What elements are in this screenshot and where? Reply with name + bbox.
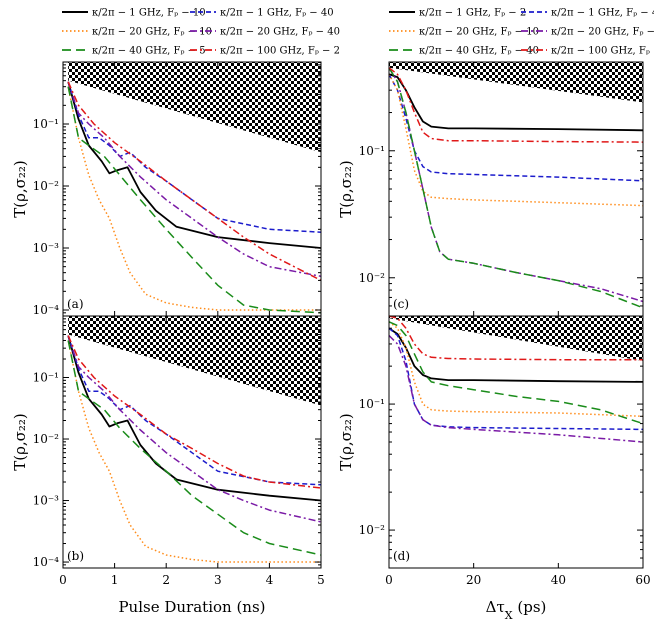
x-tick-label-b: 2 bbox=[162, 573, 170, 587]
panel-label-a: (a) bbox=[67, 297, 84, 311]
series-line-c-6 bbox=[388, 67, 644, 143]
legend-entry-legend-right-1: κ/2π − 1 GHz, Fₚ − 2 bbox=[419, 8, 526, 19]
series-line-b-2 bbox=[67, 335, 322, 486]
y-tick-label-a: 10⁻³ bbox=[33, 241, 60, 255]
legend-entry-legend-left-3: κ/2π − 20 GHz, Fₚ − 10 bbox=[92, 27, 212, 38]
excluded-region-a bbox=[68, 62, 321, 153]
excluded-region-b bbox=[68, 316, 321, 406]
series-line-d-6 bbox=[388, 315, 643, 361]
y-tick-label-b: 10⁻³ bbox=[33, 494, 60, 508]
x-tick-label-d: 40 bbox=[551, 573, 566, 587]
x-tick-label-b: 1 bbox=[111, 573, 119, 587]
x-tick-label-d: 60 bbox=[635, 573, 650, 587]
panel-b: 0 1 2 3 4 5 10⁻⁴ 10⁻³ 10⁻² 10⁻¹ T(ρ,σ₂₂) (b) bbox=[11, 315, 325, 587]
series-line-d-1 bbox=[388, 327, 644, 383]
y-axis-title-c: T(ρ,σ₂₂) bbox=[337, 160, 355, 218]
x-tick-label-b: 0 bbox=[59, 573, 67, 587]
y-tick-label-a: 10⁻⁴ bbox=[33, 303, 60, 317]
y-tick-label-a: 10⁻¹ bbox=[33, 117, 59, 131]
legend-left: κ/2π − 1 GHz, Fₚ − 10 κ/2π − 1 GHz, Fₚ − … bbox=[62, 8, 340, 57]
y-tick-label-c: 10⁻² bbox=[359, 271, 386, 285]
excluded-region-c bbox=[389, 62, 643, 103]
y-axis-title-d: T(ρ,σ₂₂) bbox=[337, 413, 355, 471]
series-line-a-5 bbox=[67, 86, 322, 314]
series-line-a-4 bbox=[67, 81, 322, 278]
series-line-c-4 bbox=[388, 67, 644, 303]
y-axis-title-b: T(ρ,σ₂₂) bbox=[11, 413, 29, 471]
series-line-d-2 bbox=[388, 327, 644, 431]
y-tick-label-a: 10⁻² bbox=[33, 179, 60, 193]
legend-entry-legend-right-6: κ/2π − 100 GHz, Fₚ − 2 bbox=[551, 46, 654, 57]
x-tick-label-d: 20 bbox=[466, 573, 481, 587]
x-axis-title-right: ΔτX (ps) bbox=[486, 598, 547, 622]
series-line-b-6 bbox=[67, 335, 322, 489]
plot-frame-c bbox=[388, 61, 644, 317]
legend-entry-legend-right-4: κ/2π − 20 GHz, Fₚ − 40 bbox=[551, 27, 654, 38]
y-tick-label-d: 10⁻² bbox=[359, 523, 386, 537]
x-tick-label-b: 5 bbox=[317, 573, 325, 587]
panel-a: 10⁻⁴ 10⁻³ 10⁻² 10⁻¹ T(ρ,σ₂₂) (a) bbox=[11, 61, 322, 317]
series-line-c-5 bbox=[388, 67, 644, 309]
panel-d: 0 20 40 60 10⁻² 10⁻¹ T(ρ,σ₂₂) (d) bbox=[337, 315, 651, 587]
panel-label-c: (c) bbox=[393, 297, 409, 311]
series-line-b-5 bbox=[67, 340, 322, 556]
panel-label-d: (d) bbox=[393, 549, 410, 563]
series-line-a-6 bbox=[67, 81, 322, 282]
legend-entry-legend-left-6: κ/2π − 100 GHz, Fₚ − 2 bbox=[220, 46, 340, 57]
legend-entry-legend-right-2: κ/2π − 1 GHz, Fₚ − 40 bbox=[551, 8, 654, 19]
series-line-c-2 bbox=[388, 73, 644, 182]
legend-right: κ/2π − 1 GHz, Fₚ − 2 κ/2π − 1 GHz, Fₚ − 4… bbox=[389, 8, 654, 57]
y-tick-label-c: 10⁻¹ bbox=[359, 144, 385, 158]
x-tick-label-b: 3 bbox=[214, 573, 222, 587]
legend-entry-legend-right-5: κ/2π − 40 GHz, Fₚ − 40 bbox=[419, 46, 539, 57]
legend-entry-legend-right-3: κ/2π − 20 GHz, Fₚ − 10 bbox=[419, 27, 539, 38]
legend-entry-legend-left-5: κ/2π − 40 GHz, Fₚ − 5 bbox=[92, 46, 206, 57]
chart-panels: 10⁻⁴10⁻³10⁻²10⁻¹T(ρ,σ₂₂)(a)0 1 2 3 4 510⁻⁴10⁻… bbox=[11, 61, 651, 587]
legend-entry-legend-left-1: κ/2π − 1 GHz, Fₚ − 10 bbox=[92, 8, 206, 19]
series-line-b-3 bbox=[67, 340, 321, 563]
x-axis-title-left: Pulse Duration (ns) bbox=[118, 598, 265, 616]
y-tick-label-b: 10⁻² bbox=[33, 432, 60, 446]
series-line-d-3 bbox=[388, 321, 644, 418]
legend-entry-legend-left-2: κ/2π − 1 GHz, Fₚ − 40 bbox=[220, 8, 334, 19]
series-line-d-5 bbox=[388, 321, 644, 425]
panel-label-b: (b) bbox=[67, 549, 84, 563]
excluded-region-d bbox=[389, 316, 643, 361]
x-tick-label-d: 0 bbox=[385, 573, 393, 587]
y-tick-label-b: 10⁻⁴ bbox=[33, 555, 60, 569]
legend-entry-legend-left-4: κ/2π − 20 GHz, Fₚ − 40 bbox=[220, 27, 340, 38]
series-line-a-3 bbox=[67, 86, 321, 311]
y-tick-label-d: 10⁻¹ bbox=[359, 397, 385, 411]
x-tick-label-b: 4 bbox=[266, 573, 274, 587]
series-line-b-4 bbox=[67, 335, 322, 523]
y-tick-label-b: 10⁻¹ bbox=[33, 371, 59, 385]
panel-c: 10⁻² 10⁻¹ T(ρ,σ₂₂) (c) bbox=[337, 61, 644, 317]
y-axis-title-a: T(ρ,σ₂₂) bbox=[11, 160, 29, 218]
